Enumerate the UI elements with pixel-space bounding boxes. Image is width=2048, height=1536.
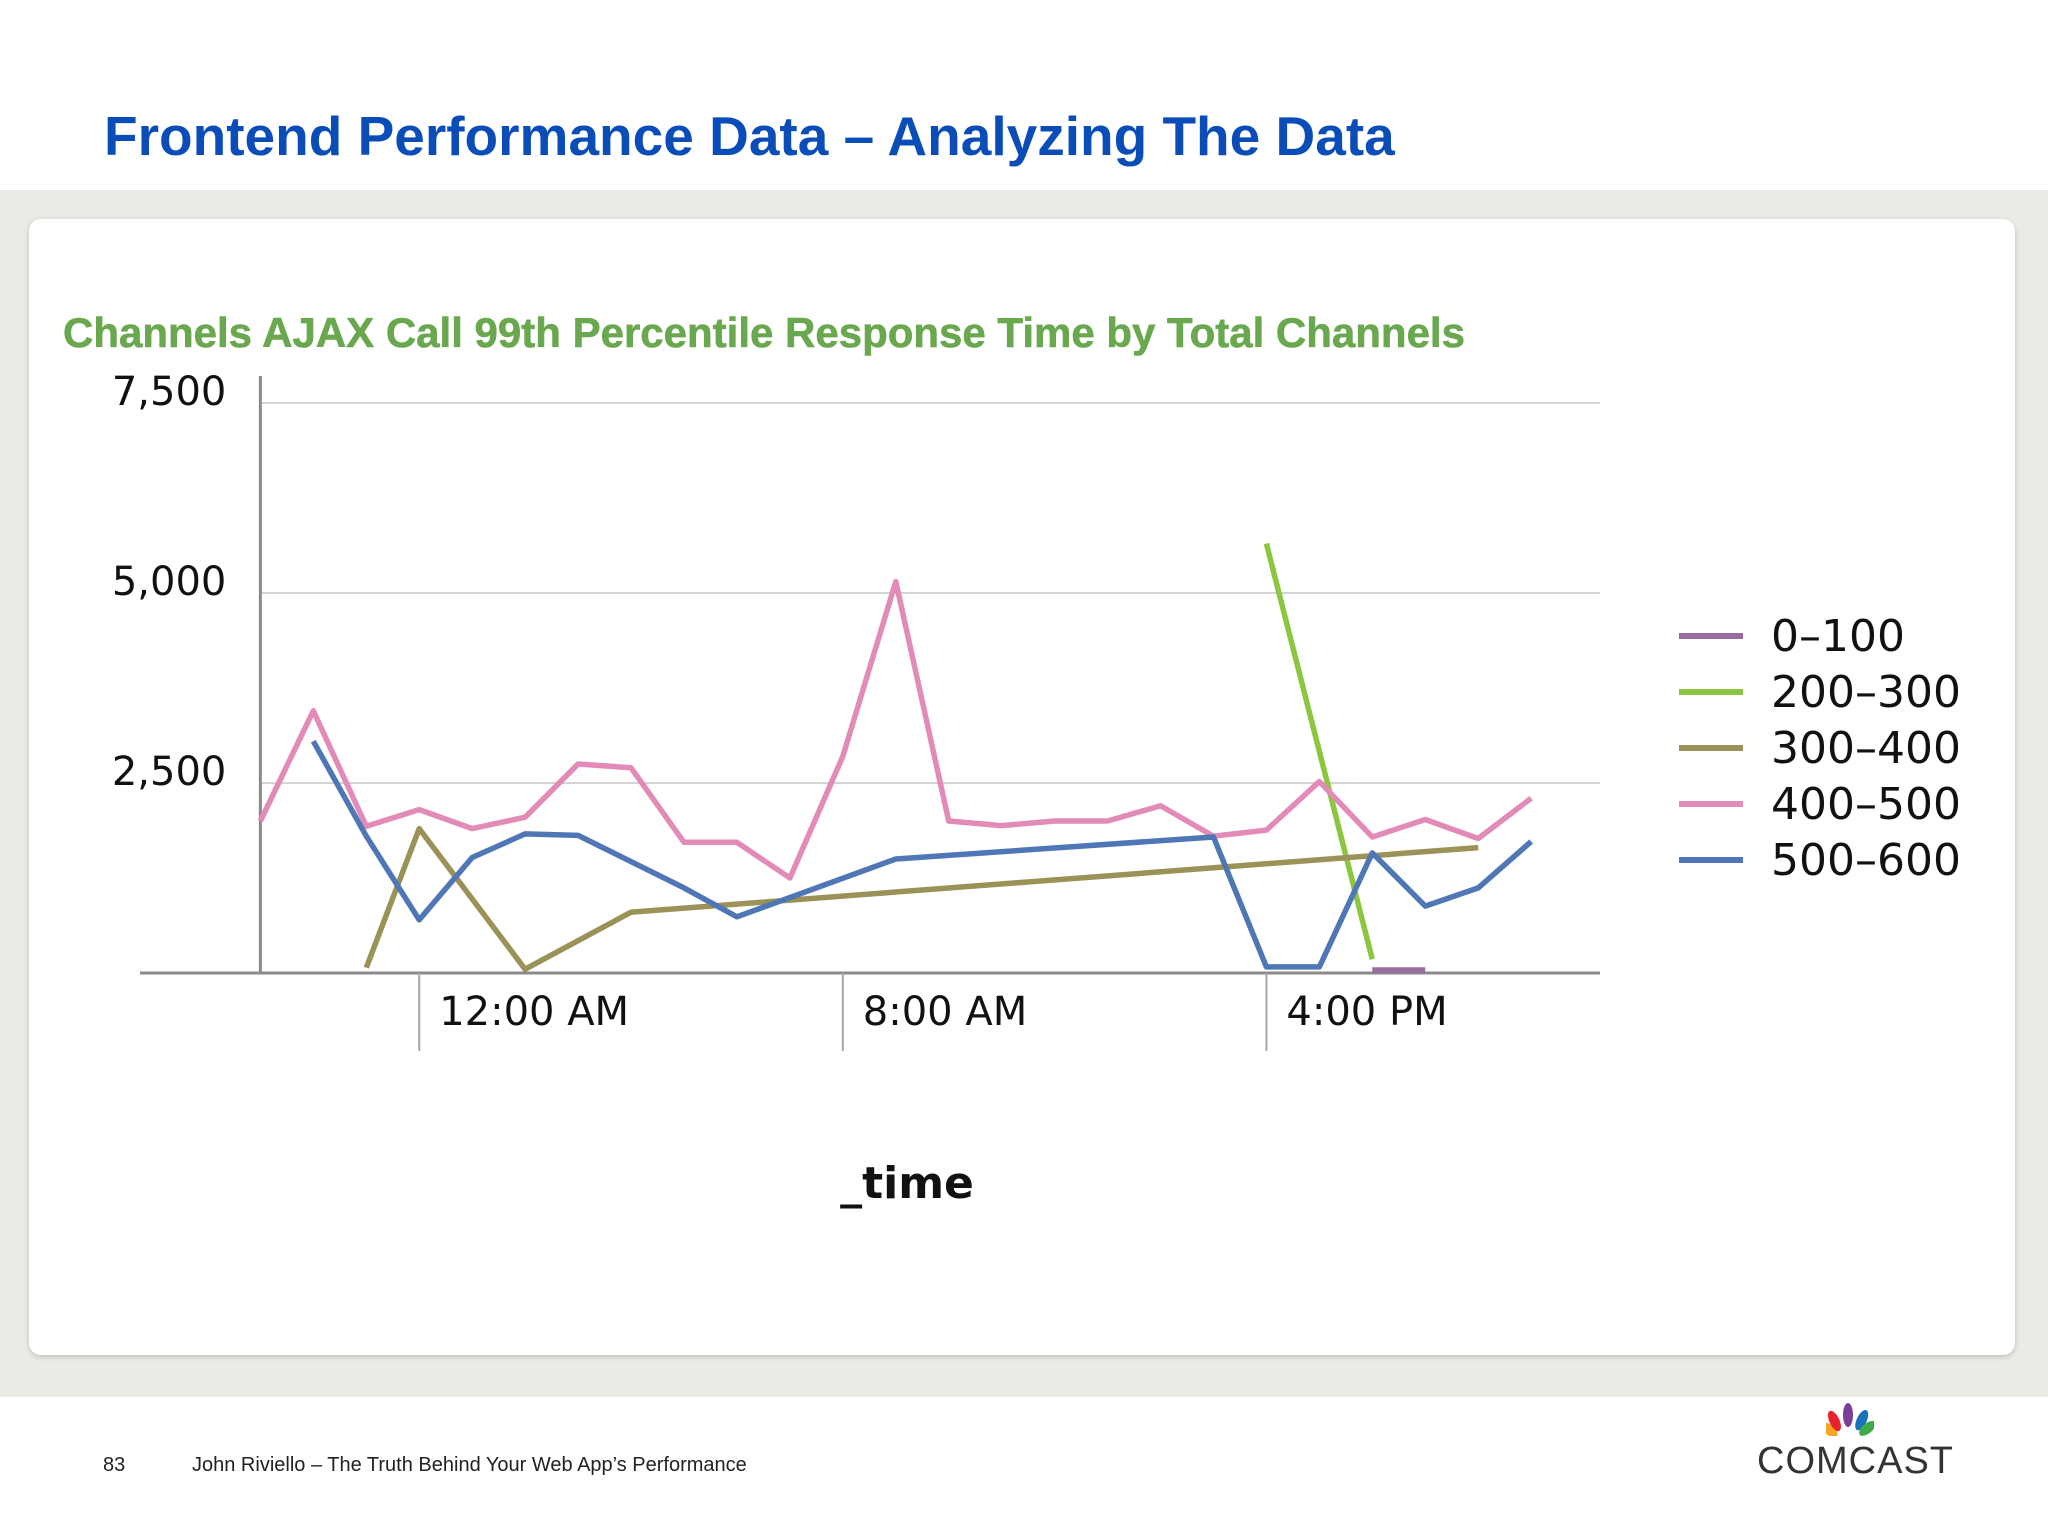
company-logo-text: COMCAST — [1757, 1440, 1954, 1482]
x-tick-label: 8:00 AM — [863, 989, 1027, 1035]
footer-text: John Riviello – The Truth Behind Your We… — [192, 1454, 747, 1476]
slide-title: Frontend Performance Data – Analyzing Th… — [104, 105, 1395, 167]
legend-label: 300–400 — [1771, 723, 1961, 774]
legend-label: 400–500 — [1771, 779, 1961, 830]
data-series — [257, 542, 1534, 973]
axes: 2,500 5,000 7,500 12:00 AM 8:00 AM 4:00 PM — [112, 369, 1600, 1051]
series-line-500-600 — [310, 739, 1534, 970]
x-axis-label: _time — [840, 1158, 974, 1209]
peacock-logo-icon — [1826, 1403, 1874, 1436]
series-line-300-400 — [363, 825, 1479, 972]
x-tick-label: 4:00 PM — [1286, 989, 1447, 1035]
legend-label: 200–300 — [1771, 667, 1961, 718]
legend-label: 500–600 — [1771, 835, 1961, 886]
series-line-400-500 — [257, 578, 1533, 881]
y-tick-label: 2,500 — [112, 749, 227, 795]
legend-label: 0–100 — [1771, 611, 1905, 662]
series-line-200-300 — [1263, 542, 1375, 960]
x-tick-label: 12:00 AM — [439, 989, 629, 1035]
page-number: 83 — [103, 1454, 126, 1476]
grid-lines — [260, 402, 1600, 784]
chart-title: Channels AJAX Call 99th Percentile Respo… — [63, 309, 1465, 356]
y-tick-label: 5,000 — [112, 559, 227, 605]
chart-panel: Channels AJAX Call 99th Percentile Respo… — [29, 219, 2015, 1355]
line-chart: Channels AJAX Call 99th Percentile Respo… — [63, 309, 1961, 1209]
y-tick-label: 7,500 — [112, 369, 227, 415]
